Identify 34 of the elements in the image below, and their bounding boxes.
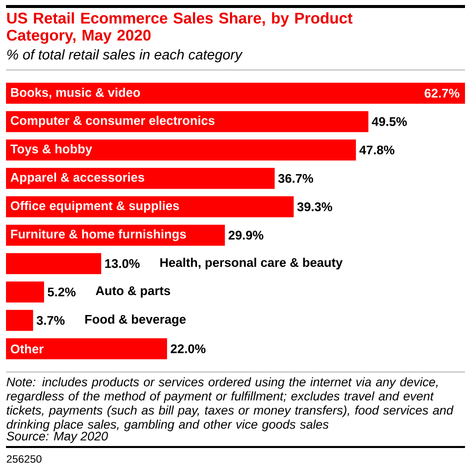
y-tick-label: Office equipment & supplies xyxy=(10,200,179,213)
chart-title: US Retail Ecommerce Sales Share, by Product Category, May 2020 xyxy=(6,12,352,44)
y-tick-label: Apparel & accessories xyxy=(10,172,144,184)
chart-subtitle: % of total retail sales in each category xyxy=(7,49,243,62)
data-label: 3.7% xyxy=(36,316,65,325)
data-label: 13.0% xyxy=(105,259,140,268)
bar xyxy=(6,281,44,302)
bar xyxy=(6,139,356,160)
bar xyxy=(6,168,275,189)
data-label: 5.2% xyxy=(48,288,76,296)
y-tick-label: Auto & parts xyxy=(96,286,170,298)
bar xyxy=(6,338,168,360)
bar xyxy=(6,111,368,132)
data-label: 39.3% xyxy=(297,202,332,212)
data-label: 47.8% xyxy=(359,146,394,154)
bar xyxy=(6,82,465,104)
data-label: 22.0% xyxy=(170,344,206,354)
y-tick-label: Food & beverage xyxy=(85,314,186,326)
data-label: 62.7% xyxy=(424,88,460,98)
data-label: 49.5% xyxy=(372,117,407,126)
source-note: Source: May 2020 xyxy=(6,432,108,443)
bar xyxy=(6,253,102,274)
y-tick-label: Other xyxy=(10,344,44,354)
text: 256250 xyxy=(6,455,42,463)
data-label: 29.9% xyxy=(228,230,264,240)
y-tick-label: Furniture & home furnishings xyxy=(11,229,186,242)
y-tick-label: Health, personal care & beauty xyxy=(160,258,343,270)
y-tick-label: Computer & consumer electronics xyxy=(10,116,215,128)
y-tick-label: Books, music & video xyxy=(11,88,140,99)
y-tick-label: Toys & hobby xyxy=(10,144,92,156)
text: Note: includes products or services ordered using the internet via any device, regardless of the method of payment or fulfillment; excludes travel and event tickets, payments (such as bill pay, taxes or money transfers), food services and drinking place sales, gambling and other vice goods sales xyxy=(6,377,454,432)
data-label: 36.7% xyxy=(278,174,314,183)
bar xyxy=(6,196,294,218)
bar xyxy=(6,310,34,331)
